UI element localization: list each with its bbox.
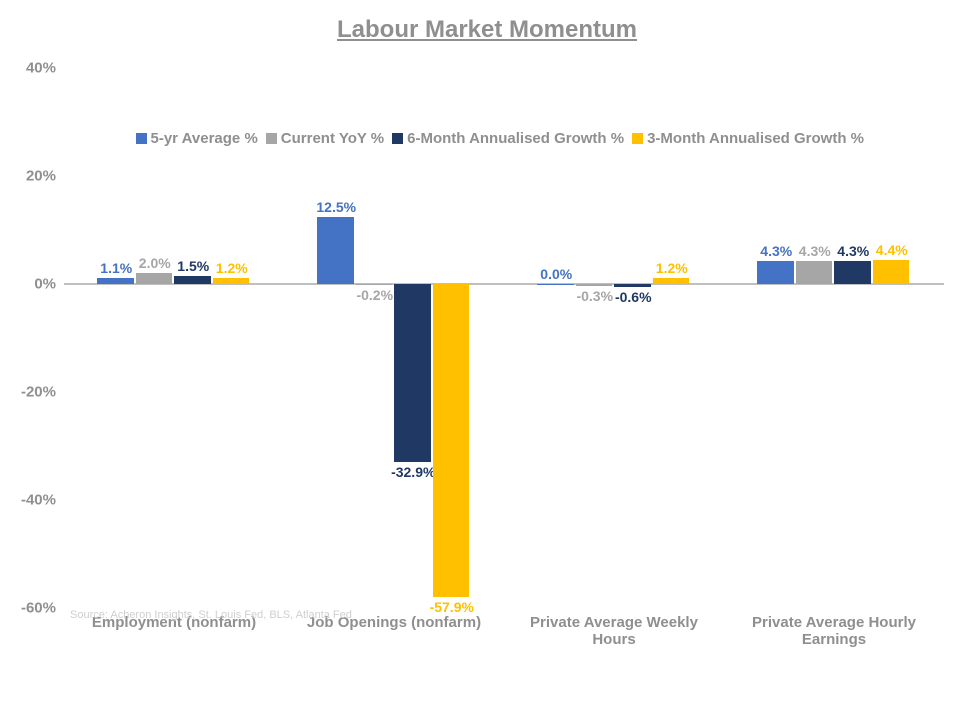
legend-label: 6-Month Annualised Growth %: [407, 130, 624, 147]
bar-value-label: 2.0%: [139, 255, 171, 271]
legend-item: 3-Month Annualised Growth %: [632, 130, 864, 147]
y-tick-label: 20%: [26, 168, 64, 185]
x-tick-label: Private Average Hourly Earnings: [734, 614, 934, 648]
chart-container: Labour Market Momentum -60%-40%-20%0%20%…: [0, 0, 974, 707]
bar: [317, 217, 354, 285]
bar: [873, 260, 910, 284]
bar-value-label: 1.1%: [100, 260, 132, 276]
bar: [433, 284, 470, 597]
bar: [834, 261, 871, 284]
legend-item: Current YoY %: [266, 130, 384, 147]
plot-area: -60%-40%-20%0%20%40%5-yr Average %Curren…: [64, 68, 944, 608]
y-tick-label: -40%: [21, 492, 64, 509]
bar-value-label: 1.2%: [216, 260, 248, 276]
bar-value-label: 4.3%: [799, 243, 831, 259]
bar-value-label: 1.5%: [177, 258, 209, 274]
bar: [537, 284, 574, 285]
legend-swatch: [632, 133, 643, 144]
bar-value-label: -57.9%: [430, 599, 474, 615]
legend-label: 5-yr Average %: [151, 130, 258, 147]
bar: [576, 284, 613, 286]
bar-value-label: 4.3%: [760, 243, 792, 259]
legend-swatch: [136, 133, 147, 144]
bar: [356, 284, 393, 285]
chart-title: Labour Market Momentum: [0, 16, 974, 44]
bar: [394, 284, 431, 462]
bar: [653, 278, 690, 284]
legend-item: 6-Month Annualised Growth %: [392, 130, 624, 147]
bar: [213, 278, 250, 284]
legend-label: Current YoY %: [281, 130, 384, 147]
legend-label: 3-Month Annualised Growth %: [647, 130, 864, 147]
bar: [796, 261, 833, 284]
bar: [136, 273, 173, 284]
legend: 5-yr Average % Current YoY % 6-Month Annua…: [136, 130, 873, 148]
bar-value-label: 4.3%: [837, 243, 869, 259]
bar-value-label: -0.3%: [576, 288, 613, 304]
y-tick-label: -20%: [21, 384, 64, 401]
bar-value-label: 12.5%: [316, 199, 356, 215]
y-tick-label: -60%: [21, 600, 64, 617]
bar: [174, 276, 211, 284]
bar-value-label: -0.2%: [356, 287, 393, 303]
bar-value-label: -32.9%: [391, 464, 435, 480]
y-tick-label: 40%: [26, 60, 64, 77]
legend-item: 5-yr Average %: [136, 130, 258, 147]
legend-swatch: [392, 133, 403, 144]
x-tick-label: Private Average Weekly Hours: [514, 614, 714, 648]
source-note: Source: Acheron Insights, St. Louis Fed,…: [70, 609, 352, 621]
bar-value-label: 4.4%: [876, 242, 908, 258]
bar: [97, 278, 134, 284]
bar-value-label: 1.2%: [656, 260, 688, 276]
bar: [757, 261, 794, 284]
bar: [614, 284, 651, 287]
bar-value-label: 0.0%: [540, 266, 572, 282]
y-tick-label: 0%: [34, 276, 64, 293]
bar-value-label: -0.6%: [615, 289, 652, 305]
legend-swatch: [266, 133, 277, 144]
